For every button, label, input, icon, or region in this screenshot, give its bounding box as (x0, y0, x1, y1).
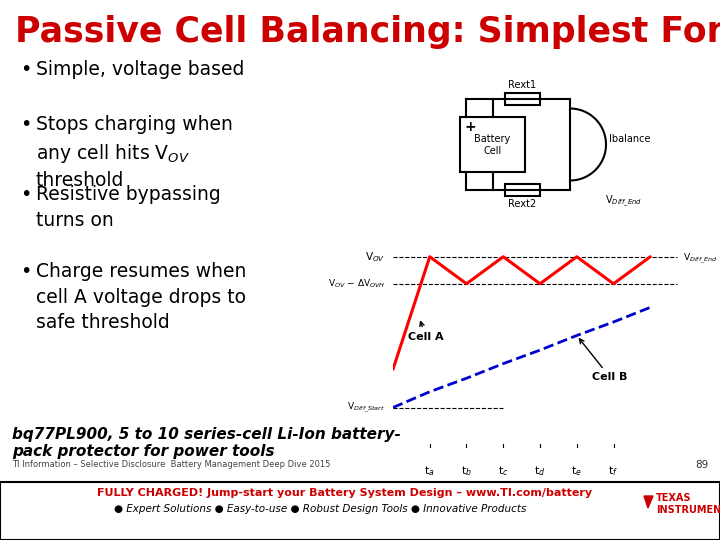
Text: 89: 89 (695, 460, 708, 470)
Text: Rext1: Rext1 (508, 80, 536, 90)
Text: Ibalance: Ibalance (609, 134, 650, 145)
Bar (460, 117, 525, 172)
Bar (0, 482, 720, 540)
Bar (505, 184, 540, 196)
Text: V$_{Diff\_Start}$: V$_{Diff\_Start}$ (347, 400, 385, 415)
Text: •: • (20, 185, 32, 204)
Text: V$_{OV}$ − ΔV$_{OVH}$: V$_{OV}$ − ΔV$_{OVH}$ (328, 278, 385, 290)
Text: •: • (20, 262, 32, 281)
Text: t$_e$: t$_e$ (571, 464, 582, 477)
Text: TI Information – Selective Disclosure  Battery Management Deep Dive 2015: TI Information – Selective Disclosure Ba… (12, 460, 330, 469)
Text: V$_{Diff\_End}$: V$_{Diff\_End}$ (683, 252, 717, 266)
Text: t$_a$: t$_a$ (424, 464, 435, 477)
Text: Cell A: Cell A (408, 322, 444, 342)
Text: FULLY CHARGED! Jump-start your Battery System Design – www.TI.com/battery: FULLY CHARGED! Jump-start your Battery S… (97, 488, 593, 498)
Text: Cell: Cell (483, 145, 502, 156)
Text: Stops charging when
any cell hits V$_{OV}$
threshold: Stops charging when any cell hits V$_{OV… (36, 115, 233, 191)
Text: +: + (464, 120, 476, 134)
Text: t$_b$: t$_b$ (461, 464, 472, 477)
Text: t$_d$: t$_d$ (534, 464, 546, 477)
Text: V$_{Diff\_End}$: V$_{Diff\_End}$ (605, 194, 642, 209)
Text: Battery: Battery (474, 133, 510, 144)
Text: •: • (20, 60, 32, 79)
Text: Rext2: Rext2 (508, 199, 536, 209)
Text: V$_{OV}$: V$_{OV}$ (365, 250, 385, 264)
Text: bq77PL900, 5 to 10 series-cell Li-Ion battery-
pack protector for power tools: bq77PL900, 5 to 10 series-cell Li-Ion ba… (12, 427, 401, 460)
Text: •: • (20, 115, 32, 134)
Text: TEXAS
INSTRUMENTS: TEXAS INSTRUMENTS (656, 493, 720, 515)
Text: Simple, voltage based: Simple, voltage based (36, 60, 244, 79)
Text: Charge resumes when
cell A voltage drops to
safe threshold: Charge resumes when cell A voltage drops… (36, 262, 246, 333)
Text: t$_f$: t$_f$ (608, 464, 618, 477)
Text: ● Expert Solutions ● Easy-to-use ● Robust Design Tools ● Innovative Products: ● Expert Solutions ● Easy-to-use ● Robus… (114, 504, 526, 514)
Bar (505, 93, 540, 105)
Text: Resistive bypassing
turns on: Resistive bypassing turns on (36, 185, 221, 230)
Text: Passive Cell Balancing: Simplest Form: Passive Cell Balancing: Simplest Form (15, 15, 720, 49)
Text: t$_c$: t$_c$ (498, 464, 508, 477)
Polygon shape (644, 496, 653, 508)
Text: Cell B: Cell B (580, 339, 628, 382)
